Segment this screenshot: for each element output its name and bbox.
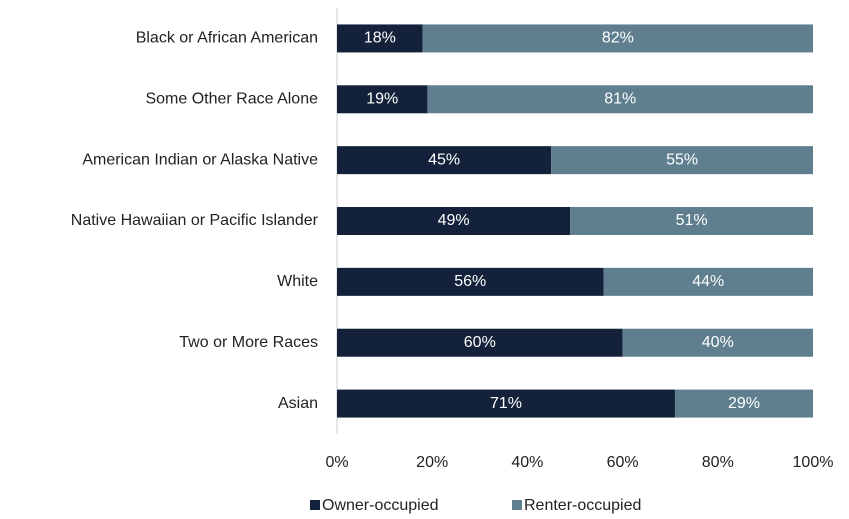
bar-segment: [337, 24, 423, 53]
bar-segment: [570, 207, 813, 235]
category-label: Black or African American: [136, 30, 318, 47]
value-label: 29%: [728, 395, 760, 412]
x-tick-label: 20%: [416, 454, 448, 471]
bar-segment: [422, 24, 813, 53]
bar-segment: [337, 389, 675, 418]
category-label: American Indian or Alaska Native: [82, 151, 318, 168]
value-label: 56%: [454, 273, 486, 290]
value-label: 40%: [702, 334, 734, 351]
legend-label: Owner-occupied: [322, 497, 439, 514]
x-tick-label: 80%: [702, 454, 734, 471]
category-label: White: [277, 273, 318, 290]
bar-segment: [674, 389, 813, 418]
bar-segment: [337, 85, 428, 114]
value-label: 19%: [366, 91, 398, 108]
value-label: 60%: [464, 334, 496, 351]
value-label: 71%: [490, 395, 522, 412]
legend-swatch: [512, 500, 522, 510]
value-label: 51%: [676, 212, 708, 229]
x-tick-label: 60%: [607, 454, 639, 471]
category-label: Some Other Race Alone: [145, 91, 318, 108]
value-label: 81%: [604, 91, 636, 108]
bar-segment: [337, 328, 623, 357]
bar-segment: [337, 146, 552, 175]
bar-segment: [603, 267, 813, 296]
value-label: 55%: [666, 151, 698, 168]
bar-segment: [337, 207, 571, 235]
value-label: 82%: [602, 30, 634, 47]
value-label: 45%: [428, 151, 460, 168]
bar-segment: [551, 146, 813, 175]
bar-segment: [337, 267, 604, 296]
bar-segment: [427, 85, 813, 114]
bar-segment: [622, 328, 813, 357]
value-label: 18%: [364, 30, 396, 47]
category-label: Native Hawaiian or Pacific Islander: [71, 212, 319, 229]
value-label: 44%: [692, 273, 724, 290]
legend-label: Renter-occupied: [524, 497, 641, 514]
legend-swatch: [310, 500, 320, 510]
x-tick-label: 100%: [793, 454, 834, 471]
category-label: Asian: [278, 395, 318, 412]
x-tick-label: 40%: [511, 454, 543, 471]
value-label: 49%: [438, 212, 470, 229]
x-tick-label: 0%: [325, 454, 348, 471]
category-label: Two or More Races: [179, 334, 318, 351]
